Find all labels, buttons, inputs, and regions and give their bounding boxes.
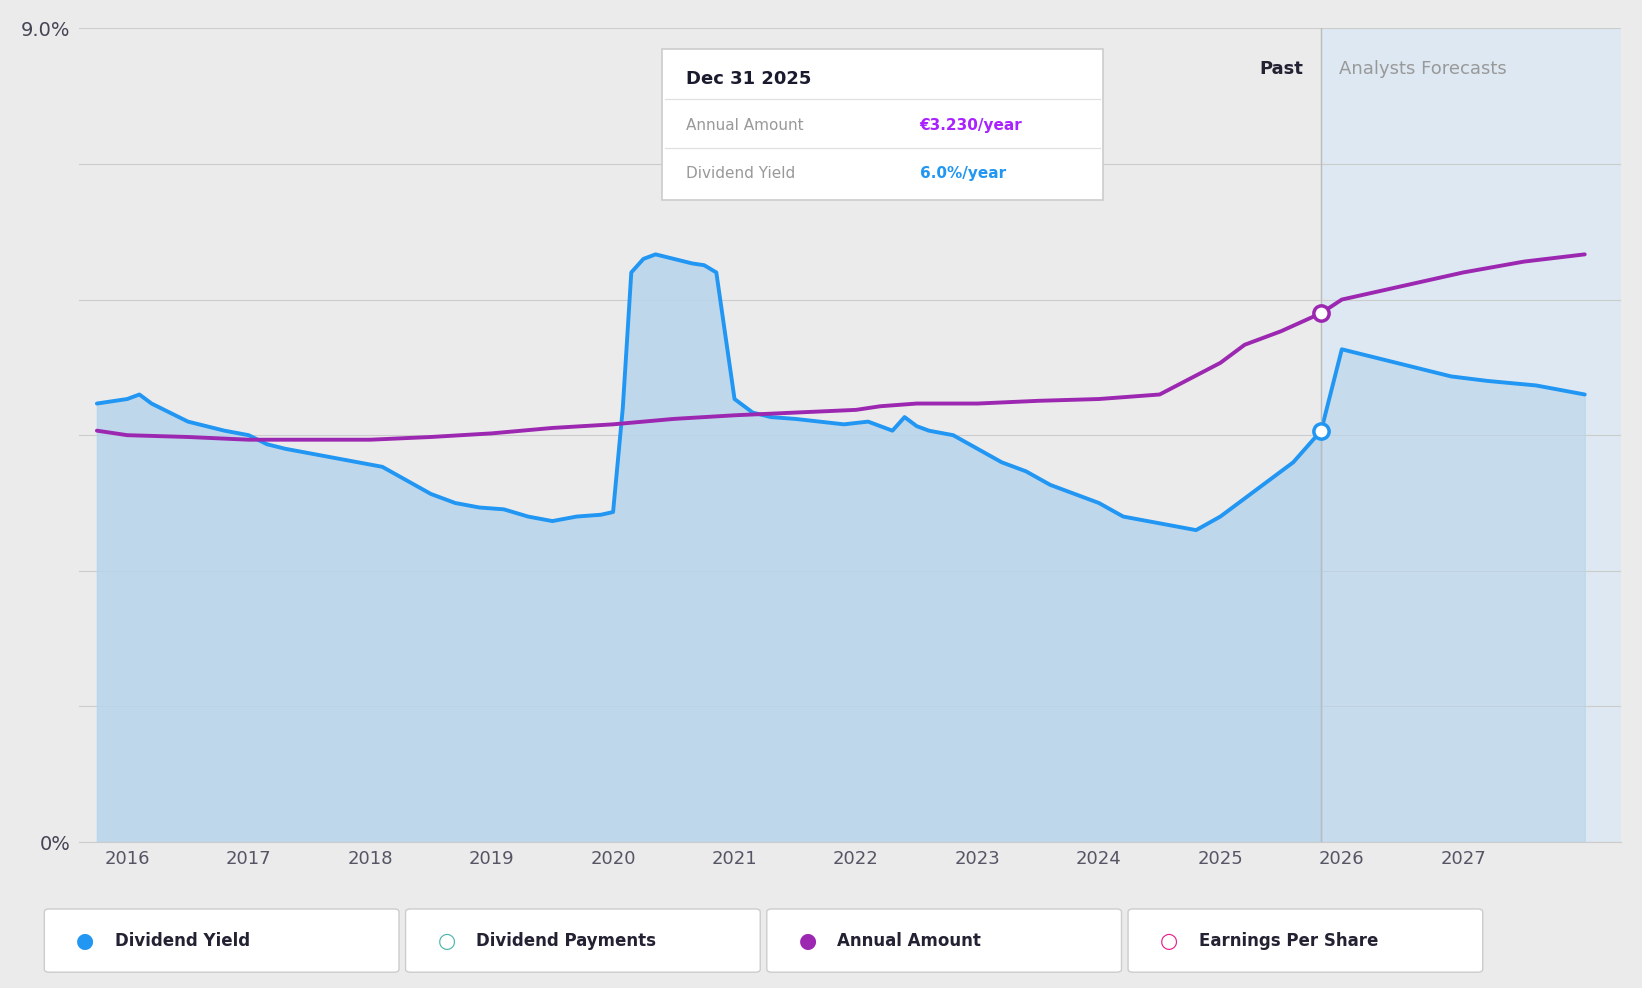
Bar [1322,29,1621,842]
Text: Dec 31 2025: Dec 31 2025 [686,70,811,88]
Text: Dividend Yield: Dividend Yield [115,932,250,949]
Text: €3.230/year: €3.230/year [920,118,1023,133]
Text: Dividend Yield: Dividend Yield [686,166,796,182]
Text: ○: ○ [1159,931,1179,950]
Text: ●: ● [798,931,818,950]
Text: ●: ● [76,931,95,950]
Text: Dividend Payments: Dividend Payments [476,932,657,949]
Text: Annual Amount: Annual Amount [837,932,982,949]
Text: 6.0%/year: 6.0%/year [920,166,1005,182]
Text: Analysts Forecasts: Analysts Forecasts [1340,60,1507,78]
Text: Past: Past [1259,60,1304,78]
Text: Annual Amount: Annual Amount [686,118,805,133]
Text: ○: ○ [437,931,456,950]
Text: Earnings Per Share: Earnings Per Share [1199,932,1378,949]
